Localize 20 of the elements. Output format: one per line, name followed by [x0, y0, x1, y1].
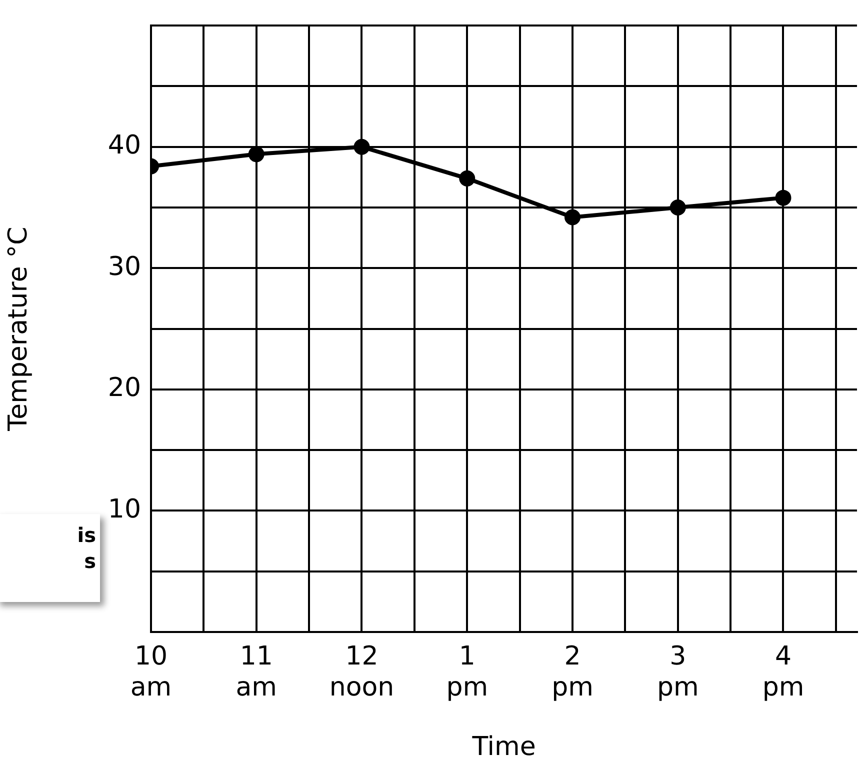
text: is s [0, 514, 100, 602]
point [248, 146, 264, 162]
point [564, 209, 580, 226]
x-tick-label: 2 pm [552, 641, 594, 703]
x-tick-label: 11 am [236, 641, 278, 703]
y-tick-label: 30 [108, 252, 141, 282]
x-tick-label: 1 pm [446, 641, 488, 703]
point [459, 170, 476, 186]
x-axis-title: Time [471, 732, 536, 762]
y-tick-label: 40 [108, 130, 141, 161]
x-tick-label: 3 pm [656, 641, 699, 703]
point [775, 190, 792, 206]
y-tick-label: 20 [108, 373, 141, 404]
x-tick-label: 4 pm [762, 641, 804, 703]
x-tick-label: 12 noon [329, 641, 394, 703]
point [354, 138, 370, 155]
y-tick-label: 10 [108, 494, 141, 524]
x-tick-label: 10 am [130, 641, 172, 703]
y-axis-title: Temperature °C [3, 226, 34, 432]
point [670, 200, 686, 216]
